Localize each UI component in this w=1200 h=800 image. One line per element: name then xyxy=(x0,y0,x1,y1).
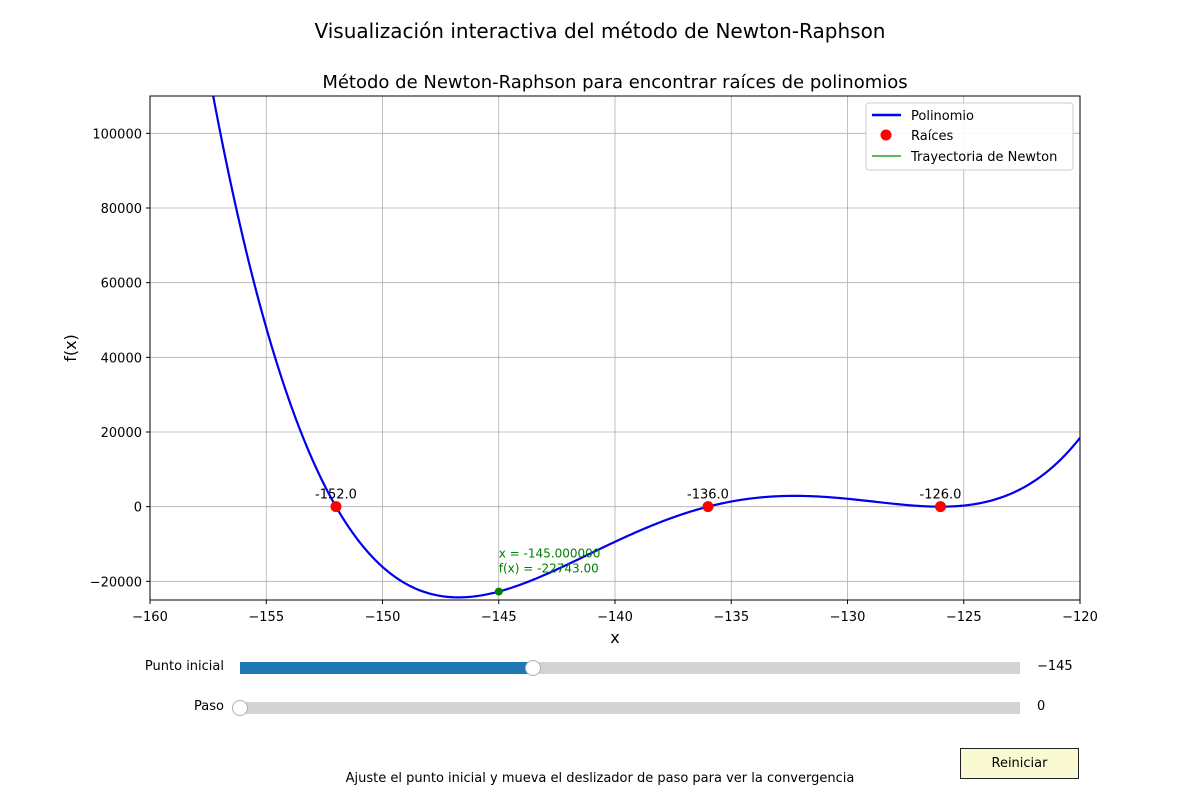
start-slider-value: −145 xyxy=(1037,659,1073,674)
root-point xyxy=(935,501,946,513)
x-tick-label: −130 xyxy=(830,610,866,625)
y-tick-label: 20000 xyxy=(101,426,142,441)
start-slider-handle[interactable] xyxy=(524,660,541,676)
y-tick-label: 100000 xyxy=(92,127,142,142)
x-axis-label: x xyxy=(610,628,619,647)
step-slider-label: Paso xyxy=(194,699,224,714)
step-slider-value: 0 xyxy=(1037,699,1046,714)
root-point xyxy=(330,501,342,513)
current-point-x-label: x = -145.000000 xyxy=(499,547,601,561)
x-tick-label: −120 xyxy=(1062,610,1098,625)
root-label: -126.0 xyxy=(920,488,962,503)
root-point xyxy=(702,501,714,513)
reset-button[interactable]: Reiniciar xyxy=(960,748,1079,779)
start-slider-fill xyxy=(240,662,533,674)
x-tick-label: −145 xyxy=(481,610,517,625)
y-tick-label: 40000 xyxy=(101,351,142,366)
x-tick-label: −155 xyxy=(248,610,284,625)
x-tick-label: −160 xyxy=(132,610,168,625)
start-point-slider[interactable] xyxy=(240,660,1020,676)
root-label: -152.0 xyxy=(315,488,357,503)
y-axis-label: f(x) xyxy=(61,334,80,362)
legend-label: Polinomio xyxy=(911,109,974,124)
legend-box xyxy=(865,102,1074,171)
legend-label: Trayectoria de Newton xyxy=(910,150,1057,165)
x-tick-label: −150 xyxy=(365,610,401,625)
polynomial-curve xyxy=(212,96,1080,599)
y-tick-label: −20000 xyxy=(90,575,142,590)
chart-legend: Polinomio Raíces Trayectoria de Newton xyxy=(865,102,1074,171)
current-point-fx-label: f(x) = -22743.00 xyxy=(499,562,599,576)
legend-label: Raíces xyxy=(911,129,953,144)
step-slider-handle[interactable] xyxy=(232,700,248,716)
step-slider[interactable] xyxy=(232,700,1020,716)
current-point xyxy=(494,587,503,596)
y-tick-label: 60000 xyxy=(101,277,142,292)
x-tick-label: −135 xyxy=(713,610,749,625)
root-label: -136.0 xyxy=(687,488,729,503)
y-tick-label: 80000 xyxy=(101,202,142,217)
footer-instructions: Ajuste el punto inicial y mueva el desli… xyxy=(345,771,855,786)
y-tick-label: 0 xyxy=(134,501,142,516)
x-tick-label: −125 xyxy=(946,610,982,625)
figure-suptitle: Visualización interactiva del método de … xyxy=(314,19,886,43)
start-slider-label: Punto inicial xyxy=(144,659,224,674)
chart-title: Método de Newton-Raphson para encontrar … xyxy=(322,72,907,93)
x-tick-label: −140 xyxy=(597,610,633,625)
legend-swatch-raices xyxy=(880,129,892,141)
